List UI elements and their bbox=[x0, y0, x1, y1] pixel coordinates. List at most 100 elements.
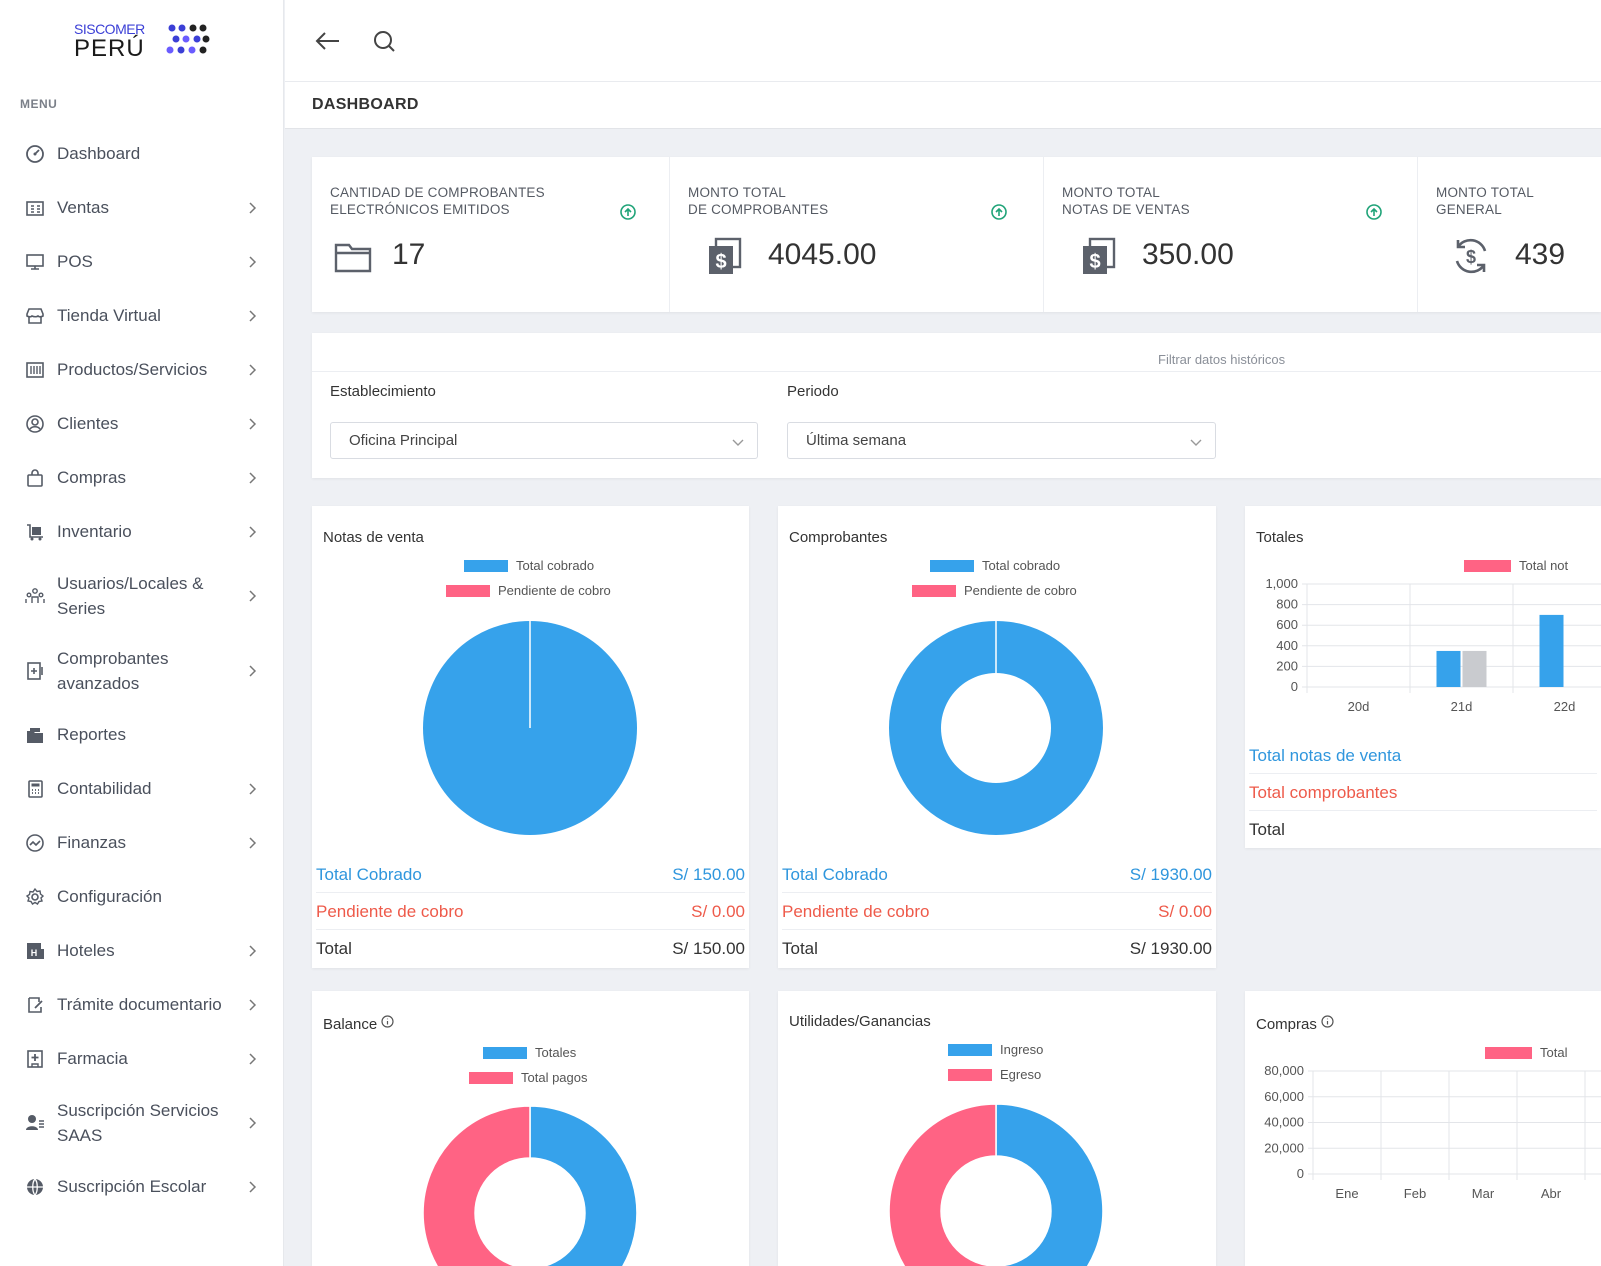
coin-exchange-icon: $ bbox=[1450, 235, 1492, 277]
sidebar-item-dashboard[interactable]: Dashboard bbox=[0, 127, 284, 181]
stat-label-line1: MONTO TOTAL bbox=[1062, 185, 1160, 200]
sidebar-item-tramite-documentario[interactable]: Trámite documentario bbox=[0, 978, 284, 1032]
sidebar-item-ventas[interactable]: Ventas bbox=[0, 181, 284, 235]
legend-label: Total not bbox=[1519, 558, 1569, 573]
inventory-icon bbox=[24, 521, 46, 543]
sidebar-item-finanzas[interactable]: Finanzas bbox=[0, 816, 284, 870]
comprobantes-card: Comprobantes Total cobrado Pendiente de … bbox=[778, 506, 1216, 968]
sidebar-item-farmacia[interactable]: Farmacia bbox=[0, 1032, 284, 1086]
legend-item[interactable]: Total pagos bbox=[469, 1070, 588, 1085]
row-label: Total Cobrado bbox=[316, 865, 422, 884]
periodo-select[interactable]: Última semana bbox=[787, 422, 1216, 459]
legend-label: Pendiente de cobro bbox=[964, 583, 1077, 598]
row-label: Total bbox=[1249, 820, 1285, 839]
sidebar-item-reportes[interactable]: Reportes bbox=[0, 708, 284, 762]
legend-swatch bbox=[1485, 1046, 1532, 1059]
sidebar-item-label: Usuarios/Locales & Series bbox=[57, 574, 204, 618]
sum-row-notas: Total notas de venta bbox=[1249, 737, 1597, 774]
legend-label: Ingreso bbox=[1000, 1042, 1044, 1057]
legend-item[interactable]: Egreso bbox=[948, 1067, 1041, 1082]
stat-label-line2: DE COMPROBANTES bbox=[688, 202, 829, 217]
client-icon bbox=[24, 413, 46, 435]
sidebar-item-productos-servicios[interactable]: Productos/Servicios bbox=[0, 343, 284, 397]
chevron-right-icon bbox=[249, 202, 257, 214]
legend-item[interactable]: Pendiente de cobro bbox=[446, 583, 611, 598]
sidebar-item-label: Clientes bbox=[57, 414, 119, 433]
search-icon[interactable] bbox=[369, 26, 399, 56]
brand-logo[interactable]: SISCOMER PERÚ bbox=[72, 20, 212, 64]
sidebar-item-suscripcion-servicios-saas[interactable]: Suscripción Servicios SAAS bbox=[0, 1096, 284, 1150]
chevron-right-icon bbox=[249, 310, 257, 322]
info-icon[interactable] bbox=[1321, 1015, 1334, 1028]
legend-item[interactable]: Total cobrado bbox=[464, 558, 594, 573]
legend-item[interactable]: Total not bbox=[1464, 558, 1568, 573]
arrow-up-circle-icon[interactable] bbox=[990, 203, 1008, 221]
brand-bottom-text: PERÚ bbox=[74, 35, 145, 62]
row-label: Total comprobantes bbox=[1249, 783, 1398, 802]
bag-icon bbox=[24, 467, 46, 489]
chevron-right-icon bbox=[249, 1181, 257, 1193]
sidebar-item-label: Productos/Servicios bbox=[57, 360, 208, 379]
pie-slice-egreso bbox=[888, 1103, 997, 1266]
establecimiento-value: Oficina Principal bbox=[349, 432, 458, 449]
sidebar-item-compras[interactable]: Compras bbox=[0, 451, 284, 505]
sidebar-item-configuracion[interactable]: Configuración bbox=[0, 870, 284, 924]
arrow-up-circle-icon[interactable] bbox=[619, 203, 637, 221]
document-edit-icon bbox=[24, 994, 46, 1016]
legend-swatch bbox=[948, 1068, 992, 1081]
x-tick-label: 21d bbox=[1451, 699, 1473, 714]
y-tick-label: 600 bbox=[1276, 617, 1298, 632]
chevron-right-icon bbox=[249, 256, 257, 268]
stat-value: 439 bbox=[1515, 238, 1566, 271]
sidebar-item-contabilidad[interactable]: Contabilidad bbox=[0, 762, 284, 816]
y-tick-label: 0 bbox=[1297, 1166, 1304, 1181]
row-value: S/ 150.00 bbox=[672, 939, 745, 958]
pie-slice-totales bbox=[529, 1105, 638, 1266]
sidebar-item-tienda-virtual[interactable]: Tienda Virtual bbox=[0, 289, 284, 343]
row-label: Total bbox=[316, 939, 352, 958]
sidebar-item-label: Tienda Virtual bbox=[57, 306, 161, 325]
sidebar-item-comprobantes-avanzados[interactable]: Comprobantes avanzados bbox=[0, 644, 284, 698]
legend-label: Total cobrado bbox=[516, 558, 595, 573]
legend-swatch bbox=[446, 584, 490, 597]
legend-item[interactable]: Total cobrado bbox=[930, 558, 1060, 573]
legend-item[interactable]: Total bbox=[1485, 1045, 1567, 1060]
pie-slice-total-cobrado bbox=[888, 621, 1103, 835]
row-label: Pendiente de cobro bbox=[316, 902, 464, 921]
calculator-icon bbox=[24, 778, 46, 800]
stat-card-monto-general: MONTO TOTAL GENERAL $ 439 bbox=[1418, 157, 1601, 312]
chevron-down-icon bbox=[732, 439, 744, 446]
legend-item[interactable]: Ingreso bbox=[948, 1042, 1043, 1057]
sidebar-item-label: Ventas bbox=[57, 198, 109, 217]
x-tick-label: Feb bbox=[1404, 1186, 1426, 1201]
sidebar-item-hoteles[interactable]: H Hoteles bbox=[0, 924, 284, 978]
card-title: Totales bbox=[1256, 529, 1304, 546]
sidebar-item-label: Inventario bbox=[57, 522, 132, 541]
card-title: Utilidades/Ganancias bbox=[789, 1013, 931, 1030]
sidebar-item-suscripcion-escolar[interactable]: Suscripción Escolar bbox=[0, 1160, 284, 1214]
legend-swatch bbox=[464, 559, 508, 572]
arrow-up-circle-icon[interactable] bbox=[1365, 203, 1383, 221]
legend-swatch bbox=[1464, 559, 1511, 572]
legend-item[interactable]: Totales bbox=[483, 1045, 576, 1060]
legend-label: Total pagos bbox=[521, 1070, 588, 1085]
card-title: Notas de venta bbox=[323, 529, 424, 546]
row-value: S/ 0.00 bbox=[1158, 902, 1212, 921]
sidebar-item-inventario[interactable]: Inventario bbox=[0, 505, 284, 559]
chevron-right-icon bbox=[249, 783, 257, 795]
periodo-label: Periodo bbox=[787, 383, 839, 400]
legend-label: Egreso bbox=[1000, 1067, 1042, 1082]
card-title: Compras bbox=[1256, 1016, 1317, 1033]
sidebar-item-label: Reportes bbox=[57, 725, 126, 744]
establecimiento-select[interactable]: Oficina Principal bbox=[330, 422, 758, 459]
back-arrow-icon[interactable] bbox=[313, 26, 343, 56]
legend-item[interactable]: Pendiente de cobro bbox=[912, 583, 1077, 598]
sidebar-item-label: Comprobantes avanzados bbox=[57, 649, 169, 693]
sum-row-total: Total S/ 1930.00 bbox=[782, 930, 1212, 967]
y-tick-label: 80,000 bbox=[1264, 1063, 1304, 1078]
card-title: Balance bbox=[323, 1016, 378, 1033]
sidebar-item-usuarios-locales-series[interactable]: Usuarios/Locales & Series bbox=[0, 569, 284, 623]
sidebar-item-pos[interactable]: POS bbox=[0, 235, 284, 289]
info-icon[interactable] bbox=[381, 1015, 394, 1028]
sidebar-item-clientes[interactable]: Clientes bbox=[0, 397, 284, 451]
